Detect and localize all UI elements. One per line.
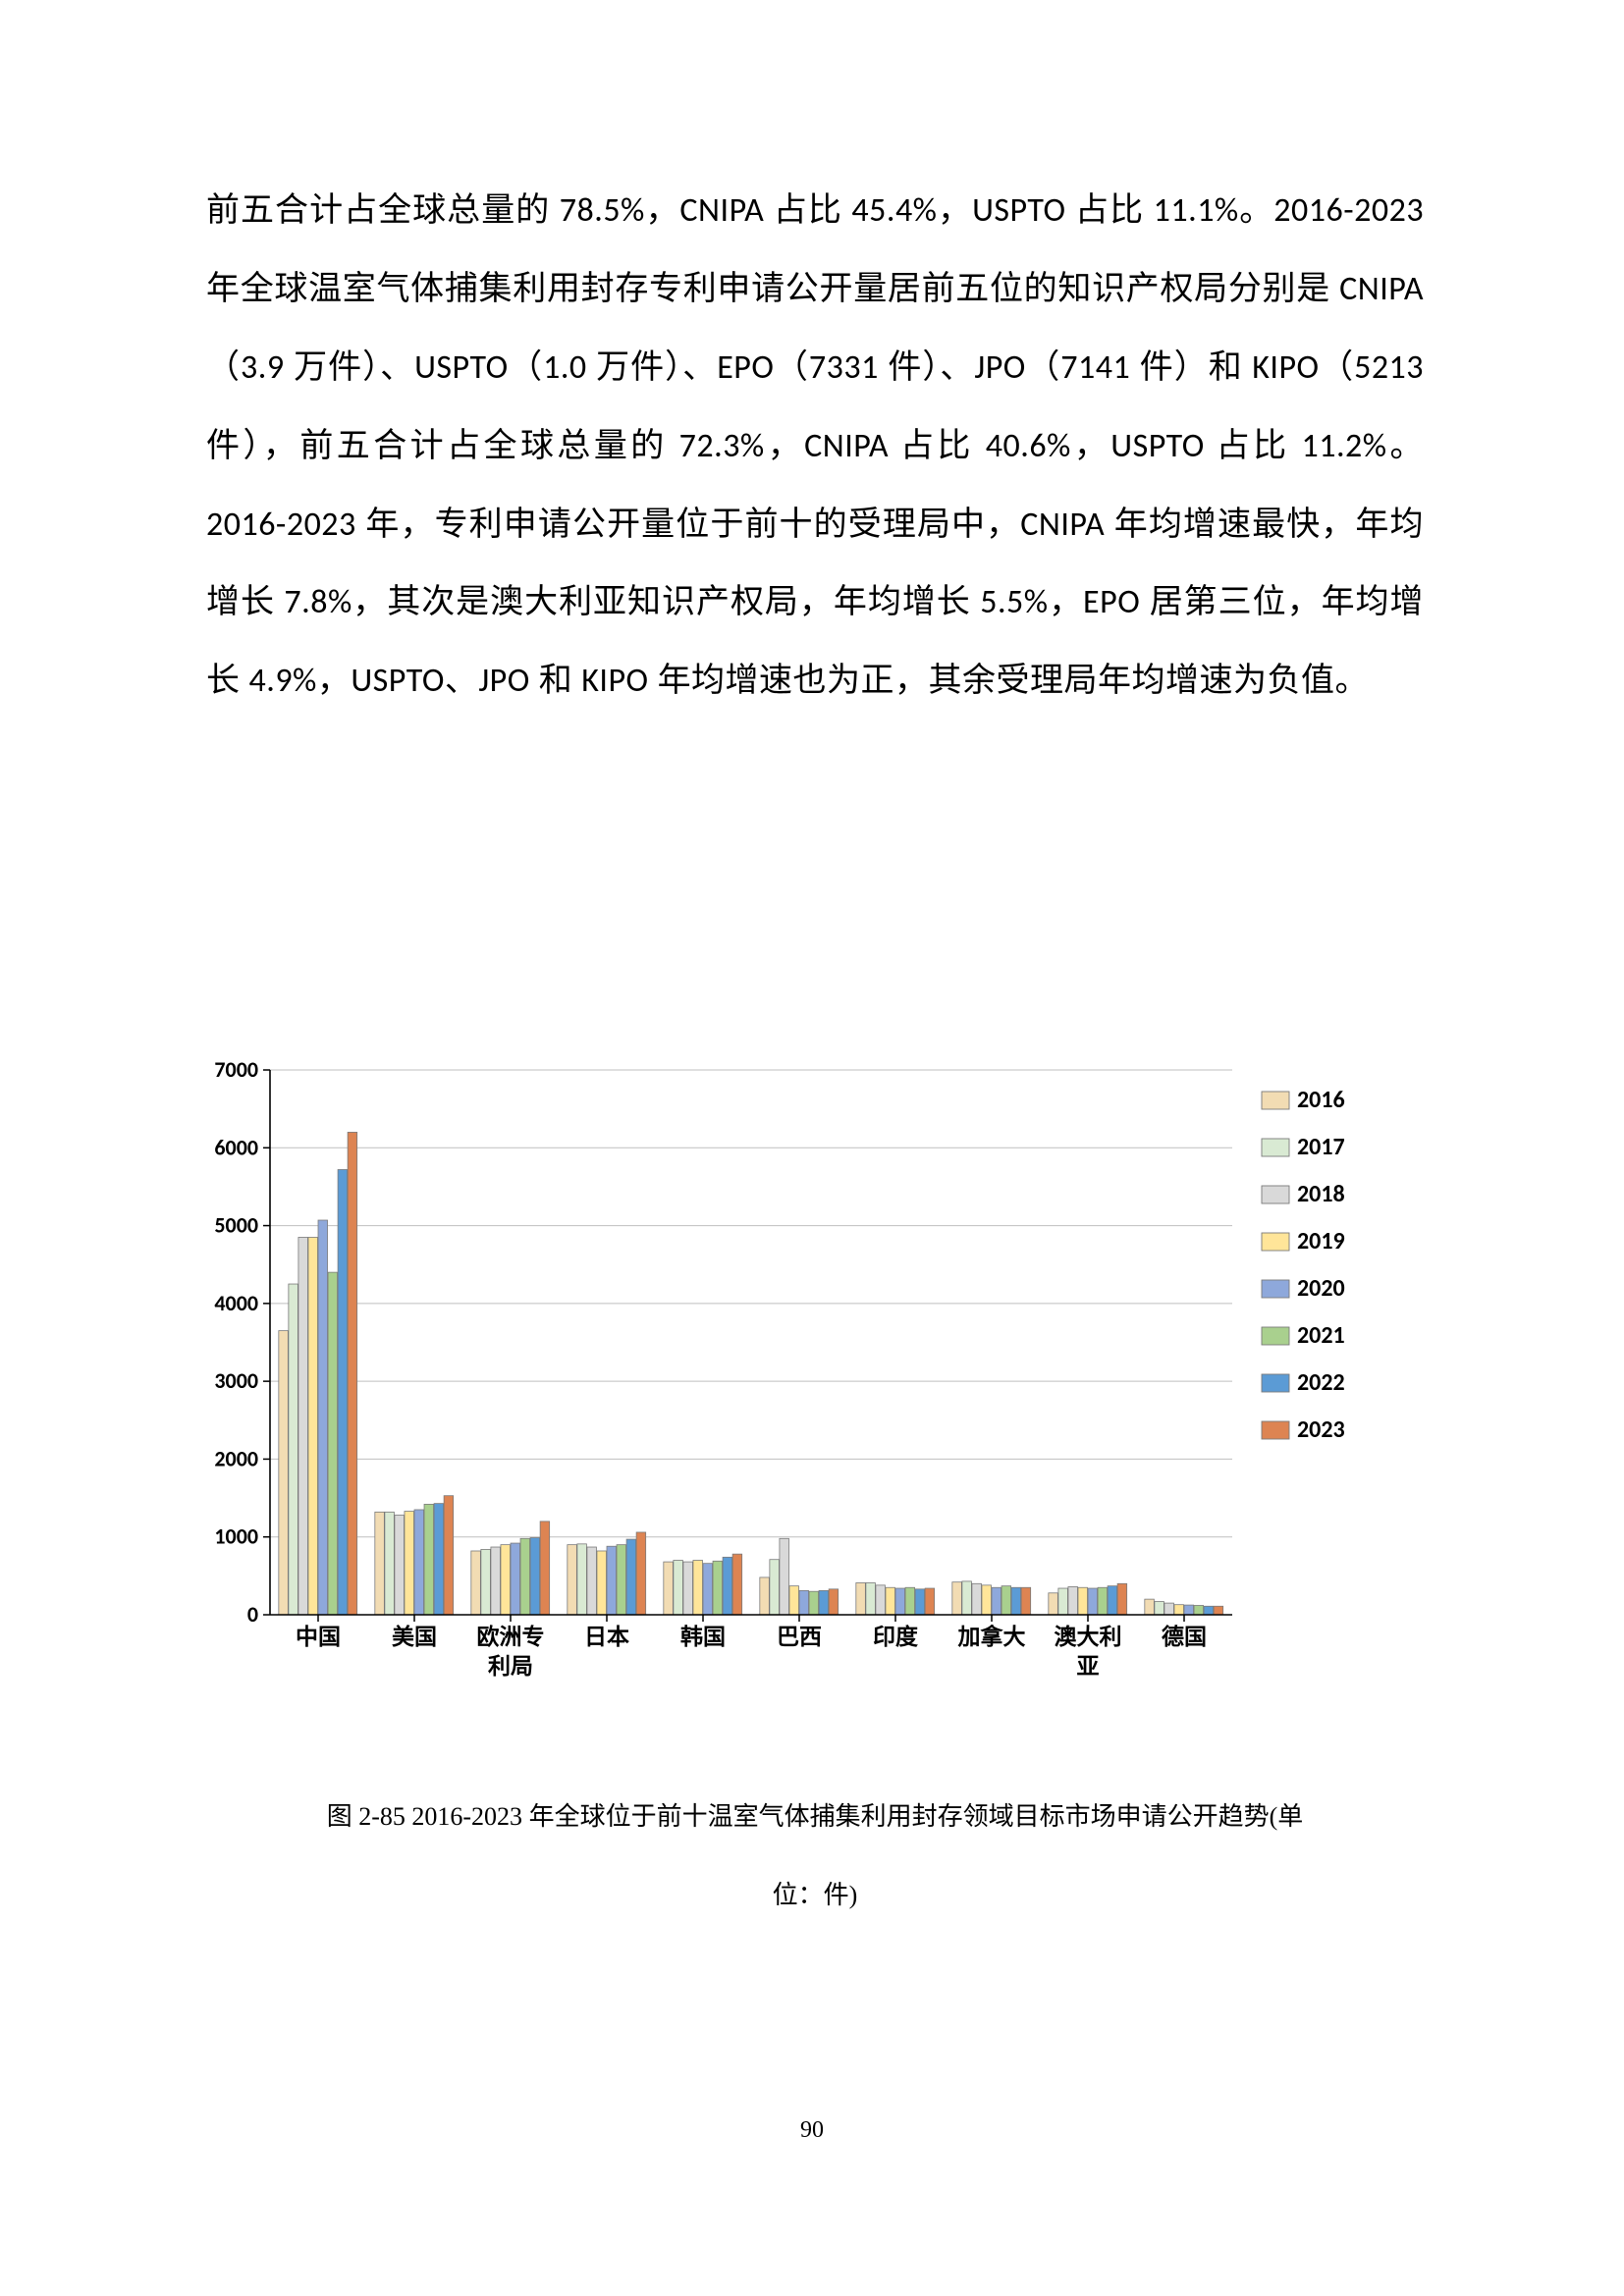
page-number: 90 [0,2117,1624,2144]
chart-figure: 0 1000 2000 3000 4000 5000 6000 7000 中国 美国 欧洲专利局 日本… [191,1031,1438,1737]
svg-text:日本: 日本 [584,1625,629,1649]
svg-text:7000: 7000 [214,1056,258,1083]
svg-text:2022: 2022 [1297,1368,1345,1397]
svg-text:0: 0 [247,1601,258,1628]
figure-caption-line-1: 图 2-85 2016-2023 年全球位于前十温室气体捕集利用封存领域目标市场… [206,1796,1424,1838]
svg-text:巴西: 巴西 [777,1625,822,1649]
body-paragraph: 前五合计占全球总量的 78.5%，CNIPA 占比 45.4%，USPTO 占比… [206,172,1424,721]
svg-text:印度: 印度 [873,1624,919,1649]
svg-text:利局: 利局 [488,1654,533,1679]
svg-text:美国: 美国 [392,1624,437,1649]
figure-caption-line-2: 位：件) [206,1875,1424,1916]
svg-text:4000: 4000 [214,1290,258,1316]
svg-text:2017: 2017 [1297,1133,1345,1161]
svg-text:中国: 中国 [296,1625,341,1649]
svg-text:澳大利: 澳大利 [1055,1625,1122,1649]
svg-text:2019: 2019 [1297,1227,1345,1255]
svg-text:2000: 2000 [214,1445,258,1471]
svg-text:欧洲专: 欧洲专 [477,1624,545,1649]
page: 前五合计占全球总量的 78.5%，CNIPA 占比 45.4%，USPTO 占比… [0,0,1624,2296]
svg-text:2016: 2016 [1297,1086,1345,1114]
svg-text:5000: 5000 [214,1212,258,1239]
svg-text:1000: 1000 [214,1523,258,1550]
svg-text:6000: 6000 [214,1134,258,1160]
svg-text:加拿大: 加拿大 [957,1624,1026,1649]
svg-text:2018: 2018 [1297,1180,1345,1208]
svg-text:韩国: 韩国 [680,1624,726,1649]
svg-text:2021: 2021 [1297,1321,1345,1350]
svg-text:德国: 德国 [1162,1624,1207,1649]
bar-chart: 0 1000 2000 3000 4000 5000 6000 7000 中国 美国 欧洲专利局 日本… [191,1031,1438,1737]
svg-text:2020: 2020 [1297,1274,1345,1303]
svg-text:亚: 亚 [1077,1654,1100,1679]
svg-text:2023: 2023 [1297,1415,1345,1444]
svg-text:3000: 3000 [214,1367,258,1394]
